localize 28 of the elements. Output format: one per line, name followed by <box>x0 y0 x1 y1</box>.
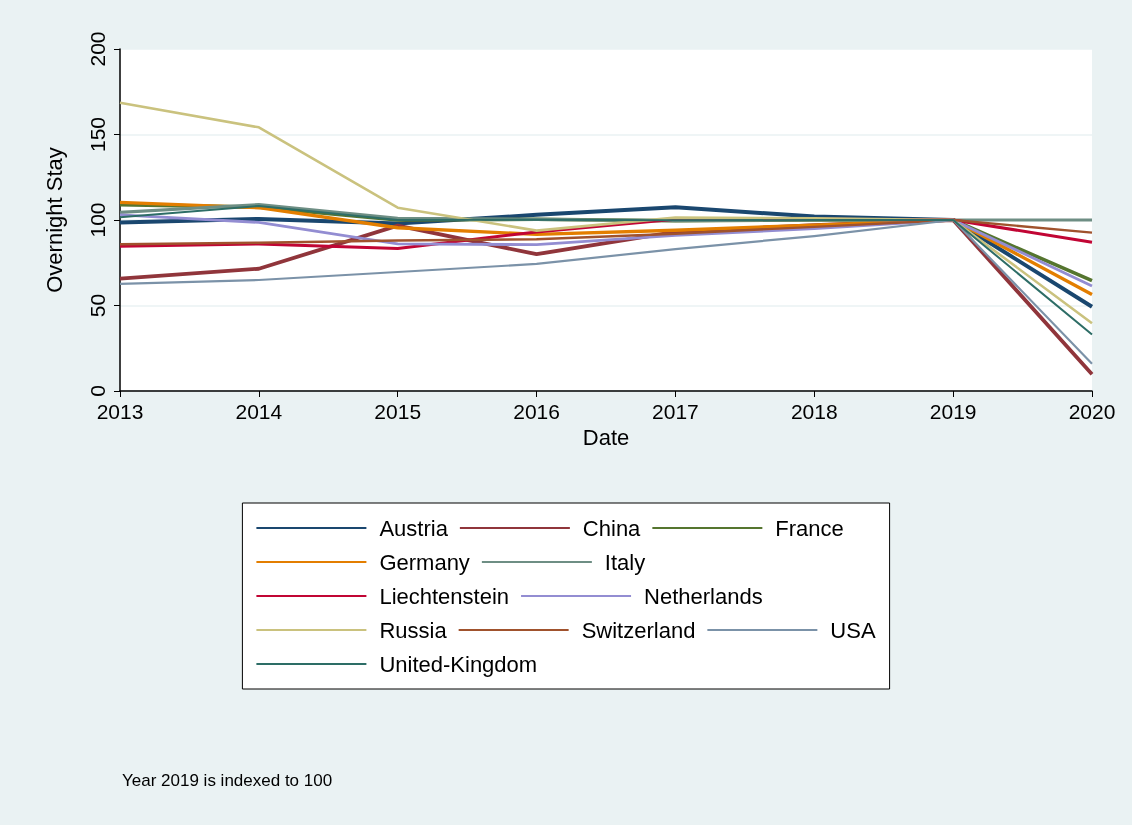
legend-label: Italy <box>604 549 646 575</box>
line-series <box>119 204 1093 336</box>
y-tick-label: 150 <box>86 116 109 153</box>
x-tick-label: 2014 <box>235 400 283 423</box>
legend-label: Austria <box>379 515 449 541</box>
text: Year 2019 is indexed to 100 <box>122 771 333 790</box>
x-tick-label: 2018 <box>790 400 838 423</box>
x-tick-label: 2017 <box>652 400 699 423</box>
x-tick-label: 2019 <box>929 400 977 423</box>
legend-label: France <box>775 515 844 541</box>
legend-label: Liechtenstein <box>379 583 510 609</box>
legend-label: Germany <box>379 549 470 575</box>
x-axis-title: Date <box>582 424 630 450</box>
y-tick-label: 0 <box>86 385 109 397</box>
legend-label: Switzerland <box>581 617 696 643</box>
legend-label: Russia <box>379 617 448 643</box>
y-tick-label: 50 <box>86 293 109 318</box>
y-axis-title: Overnight Stay <box>41 147 67 293</box>
legend-label: China <box>582 515 642 541</box>
x-tick-label: 2015 <box>374 400 422 423</box>
legend-label: United-Kingdom <box>379 651 538 677</box>
legend-label: USA <box>830 617 876 643</box>
x-tick-label: 2013 <box>96 400 144 423</box>
x-tick-label: 2020 <box>1068 400 1116 423</box>
x-tick-label: 2016 <box>513 400 560 423</box>
y-tick-label: 200 <box>86 31 109 67</box>
y-tick-label: 100 <box>86 202 109 238</box>
legend-label: Netherlands <box>644 583 763 609</box>
